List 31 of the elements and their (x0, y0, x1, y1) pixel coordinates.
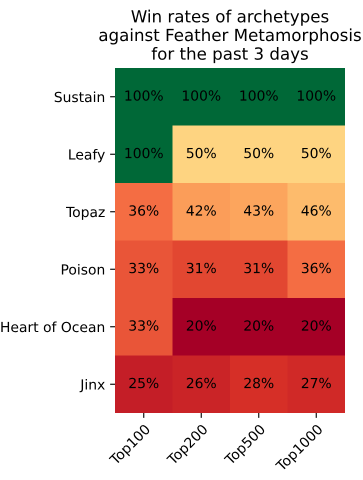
data-label: 100% (125, 148, 163, 158)
data-label: 27% (302, 378, 331, 388)
data-label: 46% (301, 205, 331, 216)
y-tick-label: Leafy (69, 148, 105, 162)
chart-title: Win rates of archetypes against Feather Metamorphosis for the past 3 days (99, 10, 361, 64)
data-label: 100% (125, 90, 163, 101)
data-label: 50% (302, 148, 331, 158)
data-label: 33% (129, 320, 158, 331)
data-label: 31% (186, 262, 216, 274)
data-label: 20% (302, 320, 331, 331)
data-label: 20% (186, 320, 216, 331)
data-label: 100% (182, 90, 220, 101)
y-tick-label: Jinx (80, 378, 105, 392)
data-label: 43% (244, 205, 274, 216)
data-label: 28% (244, 378, 274, 388)
data-label: 26% (186, 378, 216, 388)
data-label: 100% (298, 90, 336, 101)
data-label: 50% (186, 148, 216, 158)
data-label: 42% (186, 205, 216, 216)
y-tick-label: Poison (62, 264, 104, 275)
data-label: 25% (129, 378, 158, 388)
y-tick-label: Topaz (66, 206, 105, 220)
data-label: 31% (244, 262, 274, 274)
data-label: 33% (129, 262, 158, 274)
y-tick-label: Heart of Ocean (1, 321, 104, 332)
data-label: 50% (244, 148, 274, 158)
data-label: 36% (302, 262, 331, 274)
y-tick-label: Sustain (54, 91, 104, 102)
data-label: 100% (240, 90, 278, 101)
data-label: 20% (244, 320, 274, 331)
data-label: 36% (129, 205, 158, 216)
